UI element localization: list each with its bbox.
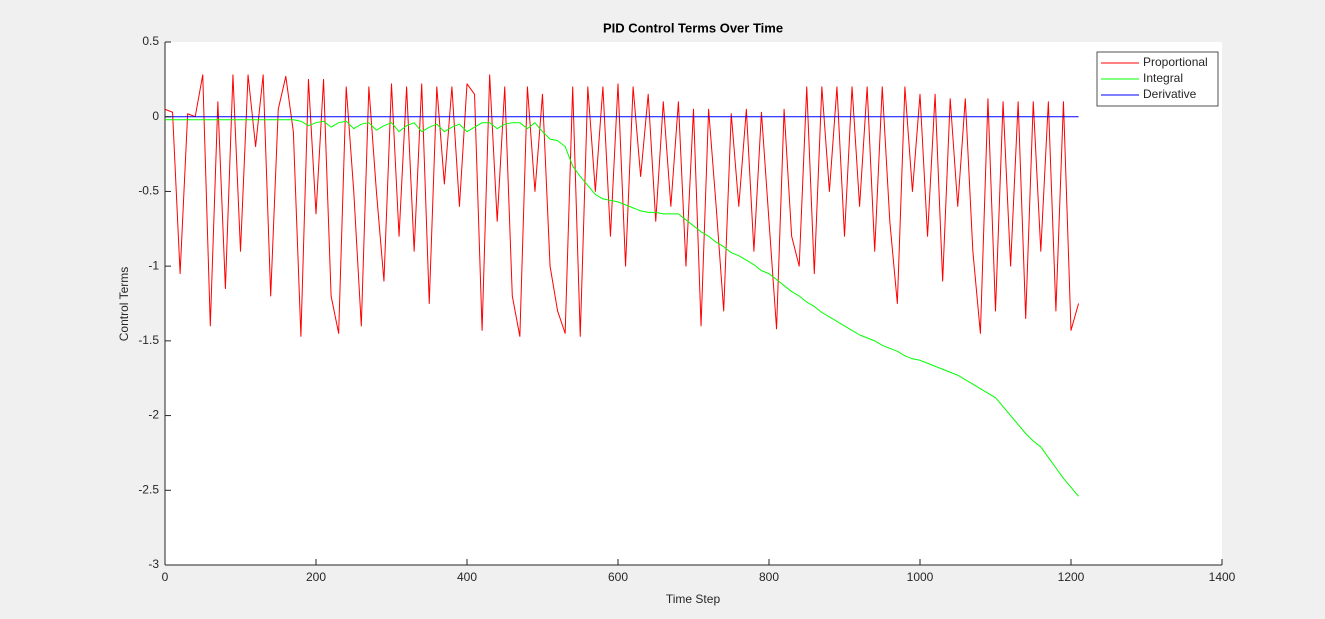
- x-tick-label: 1400: [1209, 570, 1236, 584]
- y-tick-label: -2.5: [138, 482, 159, 496]
- y-tick-label: -1.5: [138, 333, 159, 347]
- chart-title: PID Control Terms Over Time: [603, 20, 783, 35]
- y-tick-label: -0.5: [138, 184, 159, 198]
- plot-lines: [164, 74, 1080, 497]
- y-tick-label: -2: [148, 408, 159, 422]
- y-tick-label: -1: [148, 258, 159, 272]
- legend-label: Proportional: [1143, 55, 1208, 69]
- y-tick-label: -3: [148, 557, 159, 571]
- series-line: [165, 119, 1079, 497]
- plot-area: [165, 42, 1222, 565]
- x-tick-label: 600: [608, 570, 628, 584]
- x-axis-label: Time Step: [666, 592, 721, 606]
- x-tick-label: 1200: [1058, 570, 1085, 584]
- series-line: [164, 74, 1080, 337]
- x-tick-label: 0: [162, 570, 169, 584]
- legend-label: Integral: [1143, 71, 1183, 85]
- legend-label: Derivative: [1143, 87, 1197, 101]
- y-tick-label: 0: [152, 109, 159, 123]
- legend: Proportional Integral Derivative: [1096, 51, 1219, 107]
- x-tick-label: 400: [457, 570, 477, 584]
- x-tick-label: 800: [759, 570, 779, 584]
- y-tick-label: 0.5: [142, 34, 159, 48]
- y-axis-label: Control Terms: [117, 267, 131, 341]
- x-tick-label: 1000: [907, 570, 934, 584]
- x-tick-label: 200: [306, 570, 326, 584]
